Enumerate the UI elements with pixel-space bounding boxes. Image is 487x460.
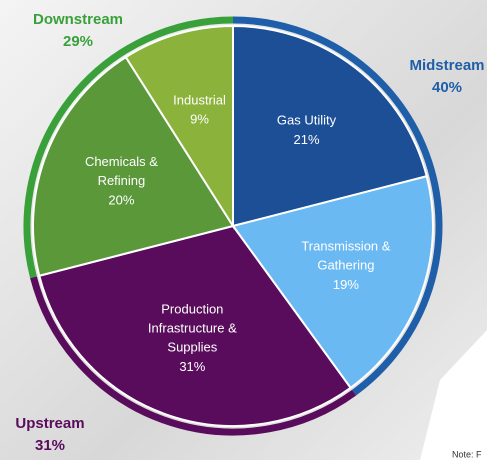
slice-label: Chemicals & Refining — [85, 154, 158, 188]
slice-value: 20% — [108, 192, 134, 207]
note-panel — [420, 330, 487, 460]
ring-segment — [23, 16, 234, 279]
slice-label: Production Infrastructure & Supplies — [148, 302, 237, 355]
slice-label: Gas Utility — [277, 113, 337, 128]
label-line: Infrastructure & — [148, 321, 237, 336]
group-value: 40% — [432, 79, 462, 96]
slice-value: 9% — [190, 112, 209, 127]
slice-label: Transmission & Gathering — [301, 239, 390, 273]
slice-value: 31% — [179, 359, 205, 374]
pie-slice — [32, 55, 235, 277]
label-line: Supplies — [167, 340, 217, 355]
label-line: Production — [161, 302, 223, 317]
label-line: Gathering — [317, 258, 374, 273]
group-value: 31% — [35, 437, 65, 454]
ring-segment — [232, 16, 443, 396]
label-line: Transmission & — [301, 239, 390, 254]
note: Note: F — [452, 449, 482, 459]
pie-slice — [124, 24, 234, 230]
slice-value: 19% — [333, 277, 359, 292]
pie-slice — [232, 24, 428, 228]
pie-slice — [231, 175, 434, 390]
ring-segment — [30, 276, 357, 436]
label-line: Chemicals & — [85, 154, 158, 169]
group-label: Midstream — [409, 57, 484, 74]
pie-slice — [38, 224, 352, 427]
group-label: Upstream — [15, 415, 84, 432]
slice-label: Industrial — [173, 93, 226, 108]
group-label: Downstream — [33, 11, 123, 28]
slice-value: 21% — [294, 132, 320, 147]
group-value: 29% — [63, 33, 93, 50]
label-line: Refining — [98, 173, 146, 188]
label-line: Industrial — [173, 93, 226, 108]
label-line: Gas Utility — [277, 113, 337, 128]
